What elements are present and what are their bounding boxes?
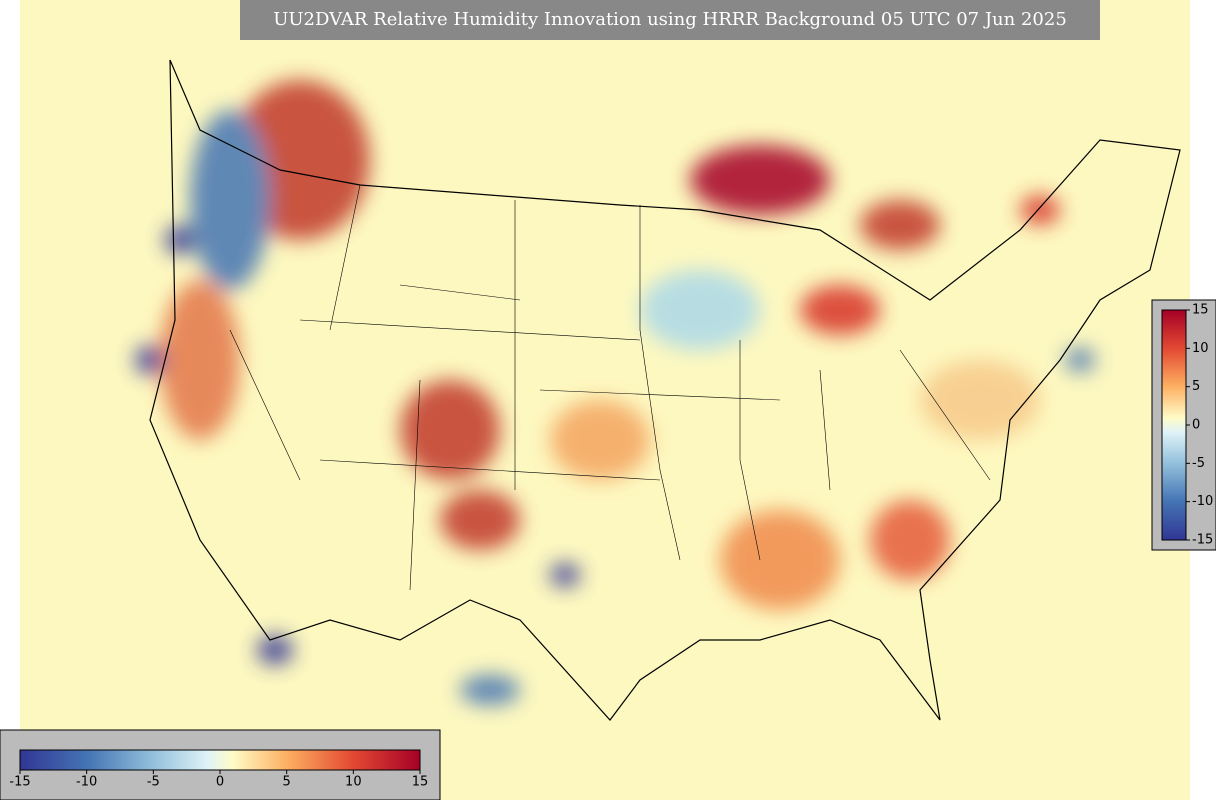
tick-label: -10	[76, 775, 97, 790]
coastline	[149, 59, 1181, 721]
tick-label: 10	[345, 775, 362, 790]
tick-label: 5	[283, 775, 291, 790]
tick-label: 5	[1192, 379, 1200, 394]
tick-label: 15	[1192, 303, 1209, 318]
colorbar-bar	[19, 749, 421, 771]
tick-label: -5	[1192, 456, 1205, 471]
tick-label: -15	[9, 775, 30, 790]
tick-label: 0	[1192, 418, 1200, 433]
map-title: UU2DVAR Relative Humidity Innovation usi…	[273, 9, 1067, 30]
colorbar-bar	[1161, 309, 1187, 541]
title-box	[240, 0, 1100, 40]
tick-label: -5	[147, 775, 160, 790]
tick-label: -15	[1192, 533, 1213, 548]
tick-label: 15	[412, 775, 429, 790]
tick-label: 0	[216, 775, 224, 790]
tick-label: -10	[1192, 494, 1213, 509]
humidity-field	[135, 80, 1095, 705]
map-area	[20, 0, 1190, 800]
tick-label: 10	[1192, 341, 1209, 356]
state-borders	[229, 184, 991, 591]
colorbar-vertical: 15 10 5 0 -5 -10 -15	[1151, 299, 1216, 551]
colorbar-horizontal: -15 -10 -5 0 5 10 15	[0, 729, 441, 801]
